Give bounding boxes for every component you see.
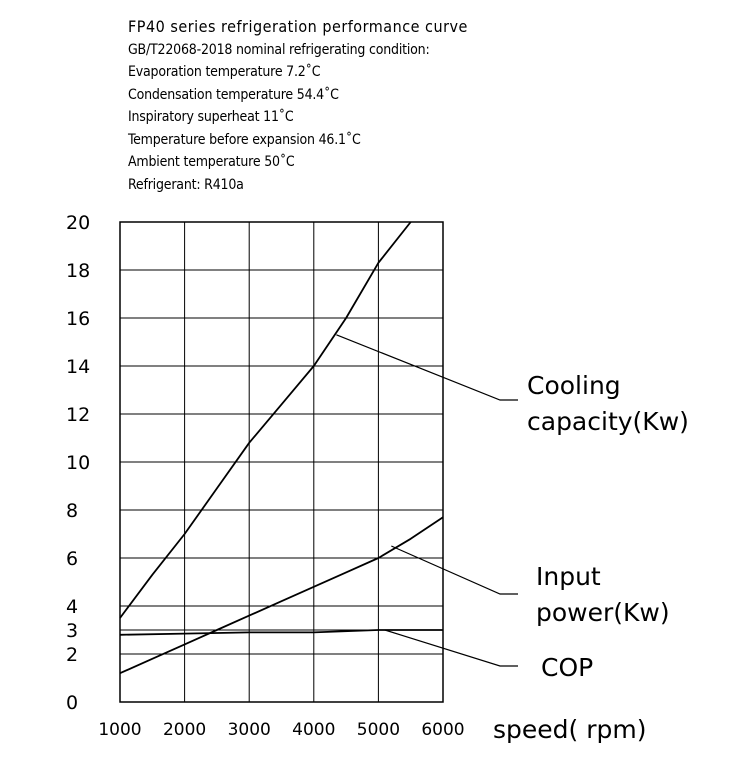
plot-frame bbox=[119, 221, 444, 703]
y-tick-label-0: 0 bbox=[66, 692, 78, 714]
chart-notes: FP40 series refrigeration performance cu… bbox=[128, 16, 468, 196]
series-leader-0 bbox=[336, 334, 518, 401]
series-label-1-0: Input bbox=[536, 562, 601, 591]
x-tick-label-1: 2000 bbox=[163, 720, 206, 740]
x-tick-label-4: 5000 bbox=[357, 720, 400, 740]
y-tick-label-11: 20 bbox=[66, 212, 90, 234]
note-line-evaporation: Evaporation temperature 7.2˚C bbox=[128, 64, 321, 80]
x-tick-label-0: 1000 bbox=[98, 720, 141, 740]
series-leader-2 bbox=[384, 629, 518, 667]
note-line-expansion: Temperature before expansion 46.1˚C bbox=[128, 131, 361, 148]
series-line-2 bbox=[119, 629, 443, 636]
note-line-superheat: Inspiratory superheat 11˚C bbox=[128, 109, 294, 125]
x-axis-label: speed( rpm) bbox=[493, 715, 646, 744]
series-label-2-0: COP bbox=[541, 653, 593, 682]
series-label-1-1: power(Kw) bbox=[536, 598, 670, 627]
y-tick-label-3: 4 bbox=[66, 596, 78, 618]
y-tick-label-8: 14 bbox=[66, 356, 90, 378]
x-tick-label-2: 3000 bbox=[228, 720, 271, 740]
note-line-condensation: Condensation temperature 54.4˚C bbox=[128, 86, 339, 103]
series-line-1 bbox=[119, 516, 444, 675]
y-tick-label-4: 6 bbox=[66, 548, 78, 570]
x-tick-label-5: 6000 bbox=[421, 720, 464, 740]
series-leader-1 bbox=[391, 545, 518, 595]
chart-title: FP40 series refrigeration performance cu… bbox=[128, 17, 468, 36]
y-tick-label-2: 3 bbox=[66, 620, 78, 642]
x-tick-label-3: 4000 bbox=[292, 720, 335, 740]
y-tick-label-1: 2 bbox=[66, 644, 78, 666]
y-tick-label-9: 16 bbox=[66, 308, 90, 330]
note-line-refrigerant: Refrigerant: R410a bbox=[128, 176, 244, 193]
note-line-standard: GB/T22068-2018 nominal refrigerating con… bbox=[128, 41, 430, 58]
y-tick-label-7: 12 bbox=[66, 404, 90, 426]
note-line-ambient: Ambient temperature 50˚C bbox=[128, 154, 295, 170]
series-label-0-0: Cooling bbox=[527, 371, 621, 400]
y-tick-label-5: 8 bbox=[66, 500, 78, 522]
series-label-0-1: capacity(Kw) bbox=[527, 407, 689, 436]
series-line-0 bbox=[119, 221, 412, 619]
y-tick-label-6: 10 bbox=[66, 452, 90, 474]
y-tick-label-10: 18 bbox=[66, 260, 90, 282]
